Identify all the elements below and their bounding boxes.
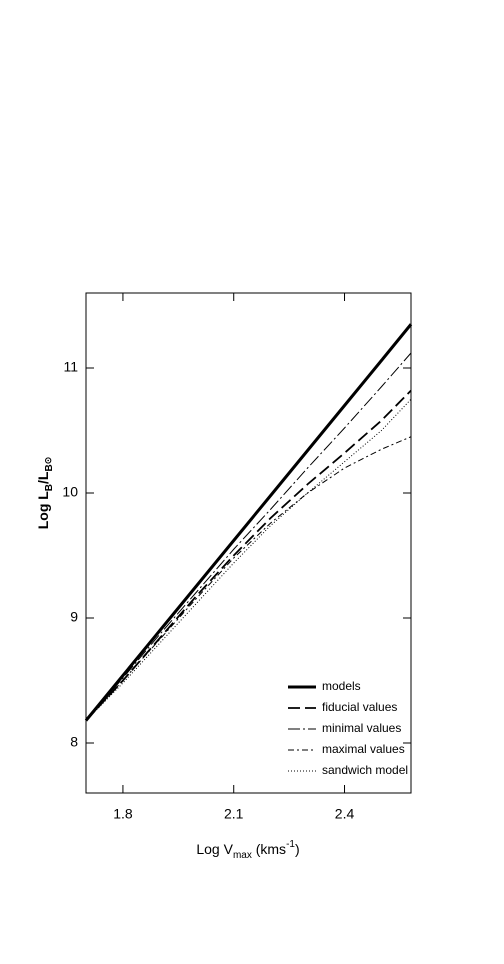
y-tick-label: 10 bbox=[62, 484, 78, 500]
label-part: -1 bbox=[286, 839, 295, 850]
legend-label: minimal values bbox=[322, 721, 401, 735]
x-tick-label: 2.1 bbox=[224, 806, 244, 822]
x-axis-label: Log Vmax (kms-1) bbox=[196, 839, 299, 861]
y-tick-label: 8 bbox=[70, 734, 78, 750]
label-part: B bbox=[44, 484, 55, 491]
legend-label: models bbox=[322, 679, 361, 693]
label-part: Log V bbox=[196, 841, 233, 857]
label-part: B bbox=[44, 464, 55, 471]
legend: models fiducial values minimal values maxim… bbox=[288, 679, 408, 777]
label-part: /L bbox=[35, 471, 51, 484]
legend-label: maximal values bbox=[322, 742, 405, 756]
data-line bbox=[85, 352, 412, 721]
legend-label: sandwich model bbox=[322, 763, 408, 777]
x-tick-label: 2.4 bbox=[335, 806, 355, 822]
data-line bbox=[84, 323, 413, 722]
x-tick-label: 1.8 bbox=[113, 806, 133, 822]
data-line bbox=[85, 436, 412, 721]
label-part: ) bbox=[295, 841, 300, 857]
plot-frame bbox=[85, 292, 412, 794]
data-line bbox=[85, 398, 412, 721]
label-part: ⊙ bbox=[43, 457, 53, 465]
y-axis-label: Log LB/LB⊙ bbox=[35, 457, 55, 530]
label-part: (kms bbox=[252, 841, 286, 857]
y-tick-label: 11 bbox=[63, 359, 78, 375]
label-part: max bbox=[233, 850, 252, 861]
label-part: Log L bbox=[35, 491, 51, 530]
y-tick-label: 9 bbox=[70, 609, 78, 625]
legend-label: fiducial values bbox=[322, 700, 397, 714]
data-line bbox=[85, 389, 412, 722]
